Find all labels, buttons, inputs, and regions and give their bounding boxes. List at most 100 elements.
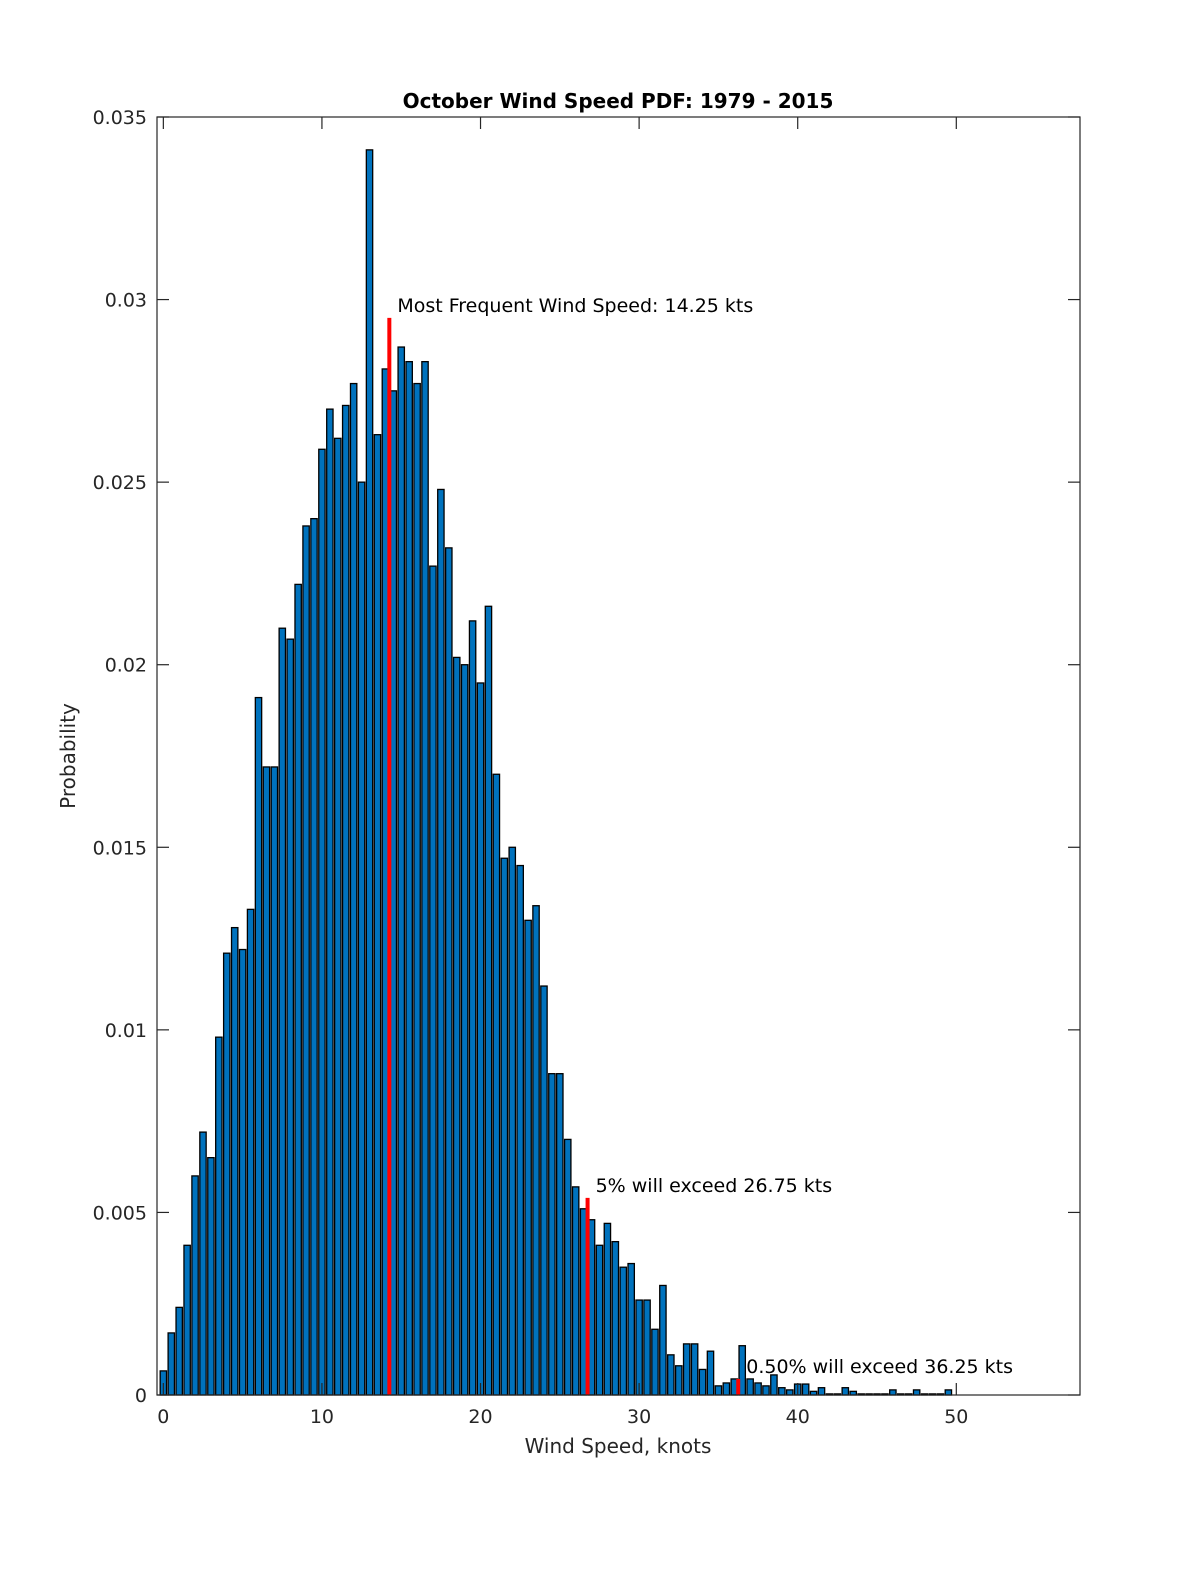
bar xyxy=(762,1385,770,1396)
bar xyxy=(722,1382,731,1396)
bar xyxy=(651,1328,659,1396)
bar xyxy=(246,908,255,1396)
bar xyxy=(373,434,382,1396)
bar xyxy=(207,1157,215,1396)
marker-annotation: Most Frequent Wind Speed: 14.25 kts xyxy=(397,295,753,317)
bar xyxy=(667,1354,675,1396)
bar xyxy=(643,1299,651,1396)
x-tick-label: 0 xyxy=(157,1406,169,1428)
bar xyxy=(563,1138,572,1396)
annotations: Most Frequent Wind Speed: 14.25 kts 5% wi… xyxy=(397,295,1013,1378)
x-tick-label: 10 xyxy=(310,1406,334,1428)
bar xyxy=(508,846,517,1396)
bar xyxy=(817,1387,826,1396)
x-tick-label: 20 xyxy=(468,1406,492,1428)
bar xyxy=(532,905,540,1396)
bar xyxy=(326,408,334,1396)
x-axis-label: Wind Speed, knots xyxy=(525,1434,712,1458)
bar xyxy=(682,1343,691,1396)
bar xyxy=(421,360,429,1396)
y-tick-label: 0.005 xyxy=(93,1202,147,1224)
bar xyxy=(912,1389,921,1396)
y-axis-label: Probability xyxy=(56,703,80,809)
bar xyxy=(492,773,501,1396)
bar xyxy=(674,1365,683,1396)
bar xyxy=(619,1266,628,1396)
bar xyxy=(357,481,366,1396)
bar xyxy=(175,1306,184,1396)
bar xyxy=(167,1332,176,1396)
bar xyxy=(452,656,461,1396)
bar xyxy=(365,149,374,1396)
plot-frame xyxy=(156,116,1081,1396)
bar xyxy=(183,1244,191,1396)
bar xyxy=(429,565,437,1396)
chart-title: October Wind Speed PDF: 1979 - 2015 xyxy=(403,89,834,113)
bar xyxy=(484,605,493,1396)
bar xyxy=(262,766,271,1396)
bar xyxy=(659,1284,667,1396)
y-tick-label: 0.025 xyxy=(93,472,147,494)
y-tick-label: 0.015 xyxy=(93,837,147,859)
bar xyxy=(238,948,247,1396)
x-tick-label: 50 xyxy=(944,1406,968,1428)
bar xyxy=(437,488,445,1396)
bar xyxy=(215,1036,223,1396)
bar xyxy=(690,1343,699,1396)
bar xyxy=(318,448,326,1396)
bar xyxy=(603,1222,612,1396)
bar xyxy=(278,627,287,1396)
bar xyxy=(516,864,524,1396)
bar xyxy=(310,518,318,1396)
bar xyxy=(270,766,279,1396)
bar xyxy=(444,547,453,1396)
bar xyxy=(714,1385,723,1396)
bar xyxy=(611,1240,620,1396)
bar xyxy=(698,1368,707,1396)
bar xyxy=(341,404,350,1396)
bar xyxy=(405,360,413,1396)
bar xyxy=(548,1073,556,1396)
bar xyxy=(627,1262,636,1396)
y-axis: 0 0.005 0.01 0.015 0.02 0.025 0.03 0.035 xyxy=(93,107,1080,1407)
x-tick-label: 30 xyxy=(627,1406,651,1428)
bar xyxy=(476,682,485,1396)
bar xyxy=(595,1244,604,1396)
bar xyxy=(778,1387,786,1396)
bar xyxy=(635,1299,643,1396)
bar xyxy=(460,664,469,1396)
bar xyxy=(841,1387,850,1396)
bar xyxy=(333,437,342,1396)
y-tick-label: 0.035 xyxy=(93,107,147,129)
bar xyxy=(222,952,231,1396)
markers xyxy=(387,317,741,1395)
bar xyxy=(571,1186,580,1396)
bar xyxy=(349,382,358,1396)
bar xyxy=(524,919,532,1396)
bar xyxy=(294,583,302,1396)
bar xyxy=(746,1378,754,1396)
bar xyxy=(199,1131,207,1396)
bar xyxy=(944,1389,953,1396)
bar xyxy=(555,1073,564,1396)
y-tick-label: 0 xyxy=(135,1385,147,1407)
bar xyxy=(286,638,295,1396)
marker-annotation: 5% will exceed 26.75 kts xyxy=(596,1175,833,1197)
x-axis: 0 10 20 30 40 50 xyxy=(157,117,968,1428)
bar xyxy=(754,1382,762,1396)
y-tick-label: 0.01 xyxy=(105,1020,147,1042)
bar xyxy=(889,1389,897,1396)
bar xyxy=(785,1389,794,1396)
bar xyxy=(468,620,477,1396)
bar xyxy=(706,1350,715,1396)
bar xyxy=(413,382,421,1396)
bar xyxy=(230,926,239,1396)
bar xyxy=(191,1175,199,1396)
y-tick-label: 0.03 xyxy=(105,290,147,312)
bar xyxy=(540,985,548,1396)
y-tick-label: 0.02 xyxy=(105,655,147,677)
bar xyxy=(254,696,263,1396)
marker-annotation: 0.50% will exceed 36.25 kts xyxy=(746,1356,1013,1378)
bar xyxy=(500,857,509,1396)
